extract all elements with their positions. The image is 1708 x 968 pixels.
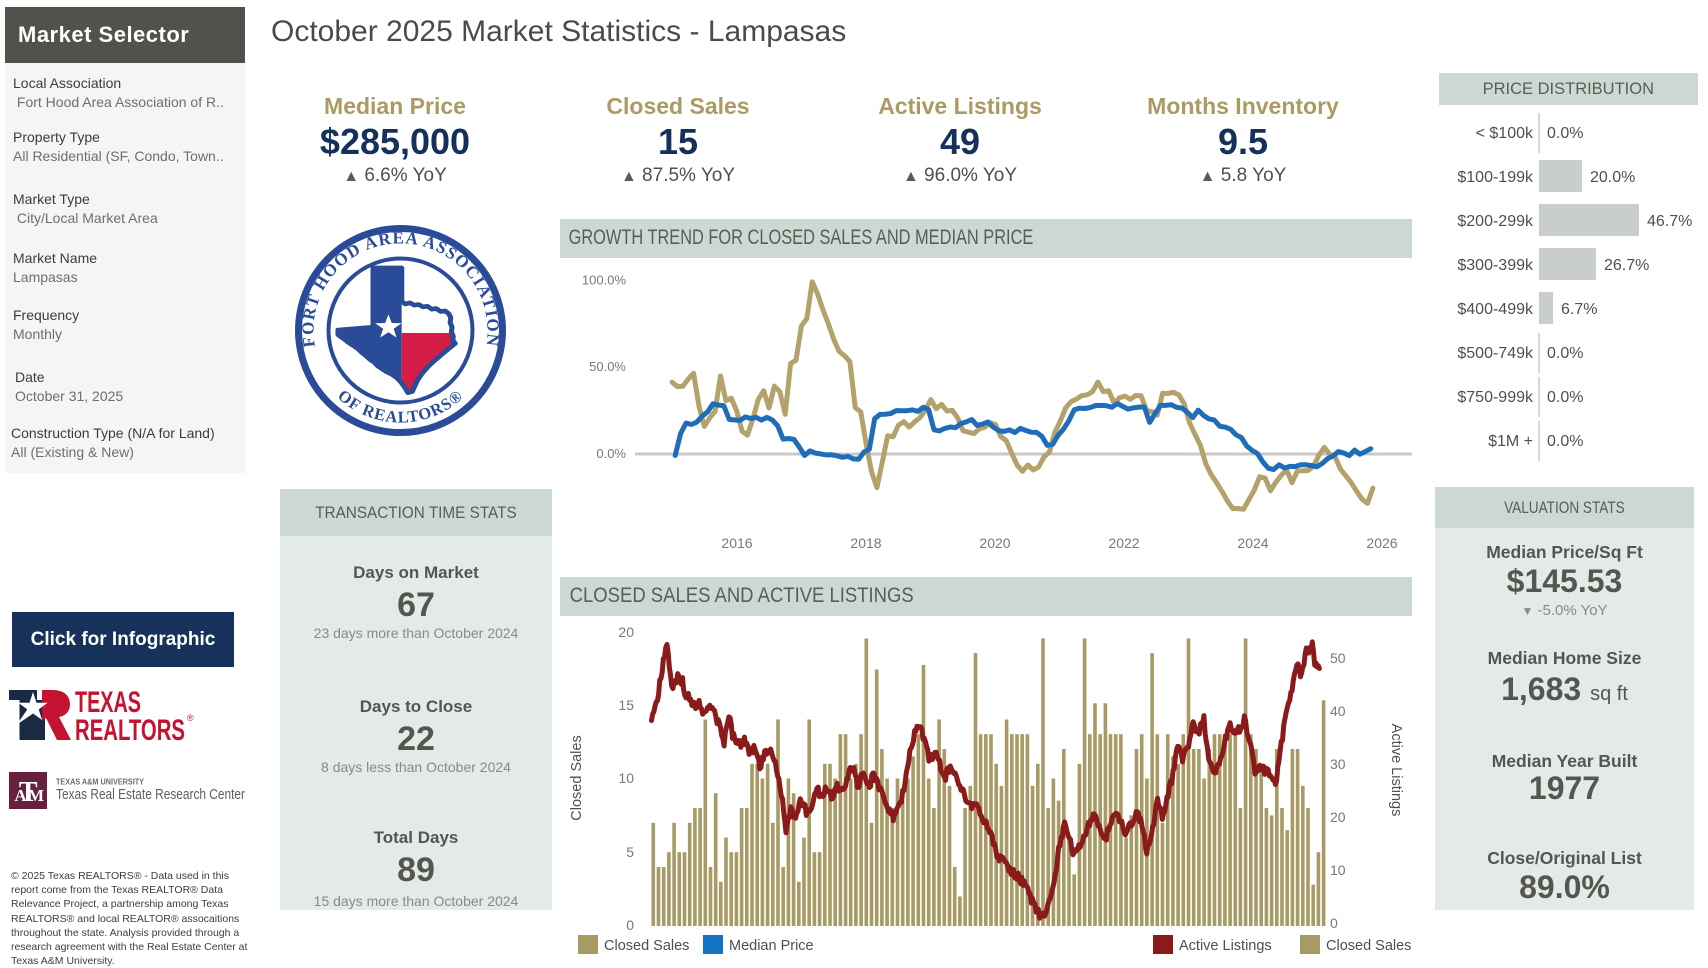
svg-text:< $100k: < $100k xyxy=(1476,125,1534,142)
svg-text:REALTORS: REALTORS xyxy=(75,714,185,744)
svg-text:A: A xyxy=(14,786,27,805)
svg-text:T: T xyxy=(19,777,38,808)
svg-text:2024: 2024 xyxy=(1237,535,1268,551)
svg-text:0.0%: 0.0% xyxy=(1547,433,1583,450)
svg-text:10: 10 xyxy=(618,770,634,786)
svg-text:50: 50 xyxy=(1330,650,1346,666)
svg-text:Texas Real Estate Research Cen: Texas Real Estate Research Center xyxy=(56,786,245,802)
svg-text:$500-749k: $500-749k xyxy=(1457,345,1534,362)
svg-text:Active Listings: Active Listings xyxy=(1388,724,1404,817)
svg-text:$300-399k: $300-399k xyxy=(1457,257,1534,274)
svg-text:40: 40 xyxy=(1330,703,1346,719)
svg-text:20: 20 xyxy=(1330,809,1346,825)
svg-text:2026: 2026 xyxy=(1366,535,1397,551)
svg-text:30: 30 xyxy=(1330,756,1346,772)
svg-text:26.7%: 26.7% xyxy=(1604,257,1649,274)
svg-text:Closed Sales: Closed Sales xyxy=(569,735,585,820)
svg-text:20.0%: 20.0% xyxy=(1590,169,1635,186)
svg-text:6.7%: 6.7% xyxy=(1561,301,1597,318)
svg-text:$400-499k: $400-499k xyxy=(1457,301,1534,318)
svg-text:TEXAS A&M UNIVERSITY: TEXAS A&M UNIVERSITY xyxy=(56,778,145,787)
svg-text:2018: 2018 xyxy=(850,535,881,551)
svg-text:$100-199k: $100-199k xyxy=(1457,169,1534,186)
svg-text:10: 10 xyxy=(1330,862,1346,878)
svg-text:15: 15 xyxy=(618,697,634,713)
svg-text:2022: 2022 xyxy=(1108,535,1139,551)
svg-text:$750-999k: $750-999k xyxy=(1457,389,1534,406)
svg-text:$200-299k: $200-299k xyxy=(1457,213,1534,230)
svg-text:TEXAS: TEXAS xyxy=(75,688,141,719)
svg-text:20: 20 xyxy=(618,624,634,640)
svg-text:0: 0 xyxy=(1330,915,1338,931)
svg-text:M: M xyxy=(28,786,44,805)
svg-text:®: ® xyxy=(187,713,194,723)
svg-text:0.0%: 0.0% xyxy=(1547,389,1583,406)
svg-text:2016: 2016 xyxy=(721,535,752,551)
svg-text:50.0%: 50.0% xyxy=(589,359,626,374)
svg-text:$1M +: $1M + xyxy=(1488,433,1533,450)
svg-text:0.0%: 0.0% xyxy=(596,446,626,461)
svg-text:100.0%: 100.0% xyxy=(582,273,627,288)
svg-text:0: 0 xyxy=(626,917,634,933)
svg-text:5: 5 xyxy=(626,844,634,860)
svg-text:2020: 2020 xyxy=(979,535,1010,551)
svg-text:0.0%: 0.0% xyxy=(1547,345,1583,362)
svg-text:46.7%: 46.7% xyxy=(1647,213,1692,230)
svg-text:0.0%: 0.0% xyxy=(1547,125,1583,142)
